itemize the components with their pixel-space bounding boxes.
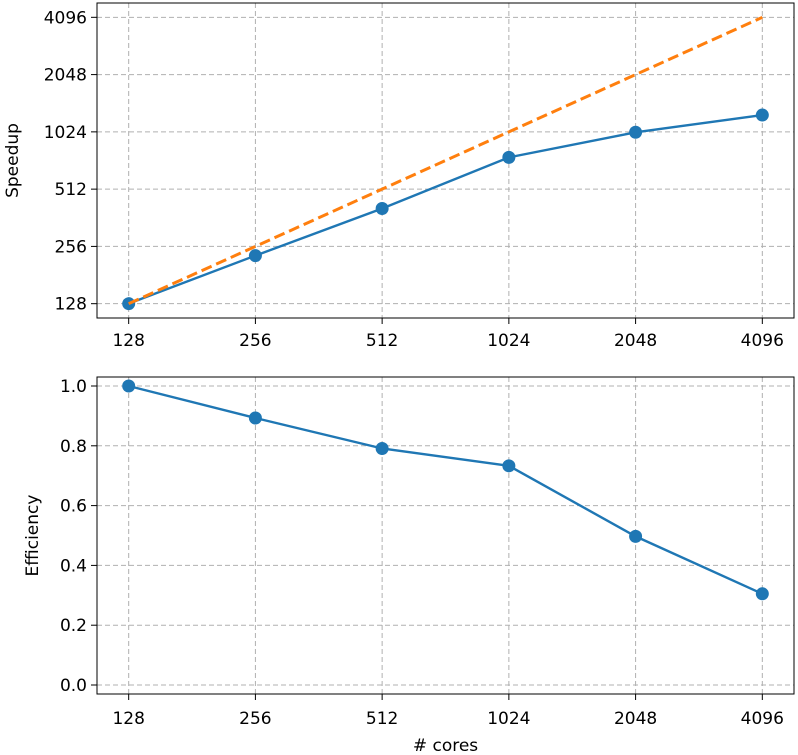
y-axis-label: Speedup: [3, 123, 23, 198]
data-point: [755, 587, 769, 601]
y-tick-label: 0.0: [60, 676, 87, 696]
x-tick-label: 1024: [487, 709, 530, 729]
data-point: [629, 529, 643, 543]
x-tick-label: 128: [112, 709, 144, 729]
data-point: [248, 411, 262, 425]
y-tick-label: 512: [55, 180, 87, 200]
y-tick-label: 1024: [44, 123, 87, 143]
x-tick-label: 256: [239, 331, 271, 351]
data-point: [502, 150, 516, 164]
plot-frame: [96, 376, 795, 695]
y-tick-label: 1.0: [60, 377, 87, 397]
x-tick-label: 512: [366, 709, 398, 729]
data-point: [375, 202, 389, 216]
x-tick-label: 256: [239, 709, 271, 729]
y-tick-label: 256: [55, 237, 87, 257]
y-tick-label: 0.6: [60, 497, 87, 517]
x-tick-label: 4096: [741, 331, 784, 351]
x-tick-label: 512: [366, 331, 398, 351]
y-tick-label: 0.2: [60, 616, 87, 636]
x-tick-label: 4096: [741, 709, 784, 729]
y-tick-label: 0.4: [60, 556, 87, 576]
x-tick-label: 128: [112, 331, 144, 351]
x-tick-label: 1024: [487, 331, 530, 351]
data-point: [629, 125, 643, 139]
speedup-panel: 128 256 512 1024 2048 4096 128 256 512 1024 2048 40…: [3, 2, 795, 351]
y-tick-label: 128: [55, 295, 87, 315]
data-point: [122, 379, 136, 393]
data-point: [755, 108, 769, 122]
y-axis-label: Efficiency: [23, 495, 43, 577]
measured-series-line: [128, 384, 763, 595]
efficiency-panel: 128 256 512 1024 2048 4096 0.0 0.2 0.4 0.6 0.8 1.0 E…: [23, 376, 795, 755]
measured-series-line: [128, 113, 763, 305]
x-tick-label: 2048: [614, 331, 657, 351]
x-axis-label: # cores: [413, 736, 478, 755]
y-tick-label: 2048: [44, 66, 87, 86]
ideal-speedup-line: [128, 15, 763, 306]
plot-frame: [96, 2, 795, 319]
data-point: [502, 459, 516, 473]
data-point: [375, 441, 389, 455]
data-point: [248, 249, 262, 263]
x-tick-label: 2048: [614, 709, 657, 729]
y-tick-label: 4096: [44, 8, 87, 28]
y-tick-label: 0.8: [60, 437, 87, 457]
